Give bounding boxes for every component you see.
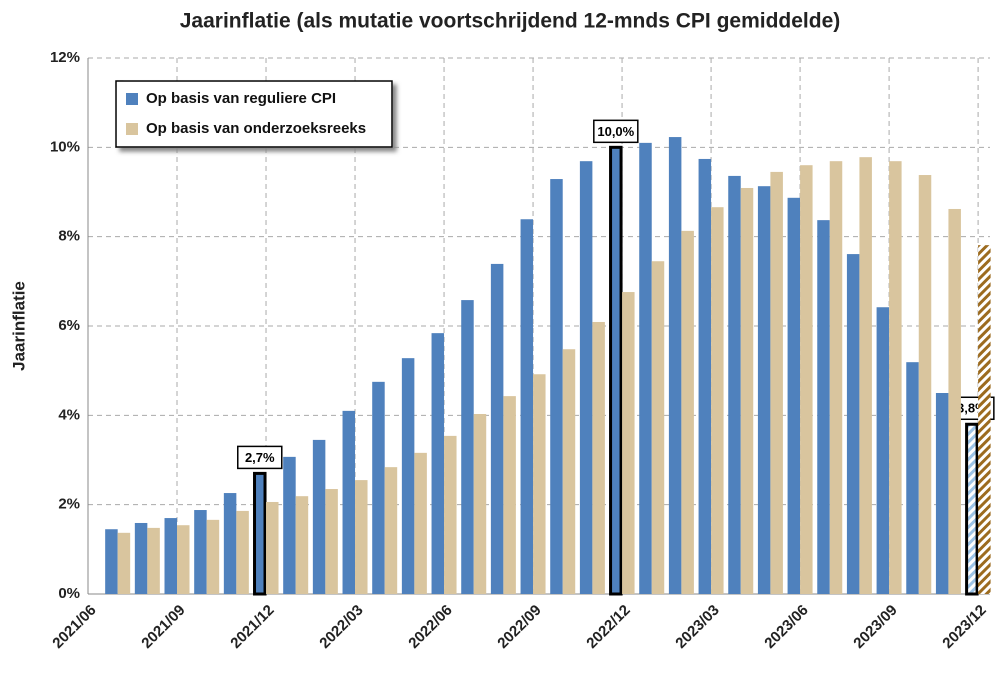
bar xyxy=(431,333,445,594)
bar xyxy=(372,381,385,594)
bar xyxy=(579,161,593,594)
bar xyxy=(711,207,724,595)
x-tick-label: 2022/06 xyxy=(405,602,455,652)
x-tick-label: 2023/12 xyxy=(939,602,989,652)
y-tick-label: 2% xyxy=(58,496,80,513)
bar xyxy=(889,161,902,594)
bar xyxy=(592,321,605,594)
bar xyxy=(787,197,801,594)
y-tick-label: 10% xyxy=(50,138,80,155)
bar xyxy=(876,307,890,594)
data-label: 10,0% xyxy=(597,124,634,139)
bar xyxy=(444,435,457,594)
x-tick-label: 2021/06 xyxy=(49,602,99,652)
bar xyxy=(295,496,309,594)
legend-box xyxy=(115,80,393,148)
bar xyxy=(325,489,338,594)
bar xyxy=(473,413,487,594)
y-tick-label: 12% xyxy=(50,49,80,66)
bar xyxy=(550,179,563,594)
bar xyxy=(609,145,623,596)
y-tick-label: 8% xyxy=(58,228,80,245)
bar xyxy=(668,137,682,594)
bar xyxy=(728,175,741,595)
bar xyxy=(384,467,398,594)
data-label: 2,7% xyxy=(245,450,275,465)
bar xyxy=(164,518,178,594)
bar xyxy=(906,362,919,594)
x-tick-label: 2021/12 xyxy=(227,602,277,652)
bar xyxy=(283,456,296,594)
data-label-box xyxy=(237,445,283,470)
bar xyxy=(770,171,783,594)
bar xyxy=(829,161,843,594)
y-tick-label: 0% xyxy=(58,585,80,602)
x-tick-label: 2022/09 xyxy=(494,602,544,652)
legend-swatch xyxy=(126,123,138,135)
bar xyxy=(800,165,813,594)
x-tick-label: 2023/06 xyxy=(761,602,811,652)
x-tick-label: 2022/03 xyxy=(316,602,366,652)
x-tick-label: 2023/09 xyxy=(850,602,900,652)
bar xyxy=(177,525,190,594)
y-tick-label: 4% xyxy=(58,406,80,423)
legend-swatch xyxy=(126,93,138,105)
bar xyxy=(978,245,991,595)
bar xyxy=(206,519,220,594)
chart-title: Jaarinflatie (als mutatie voortschrijden… xyxy=(180,10,841,33)
bar xyxy=(639,142,652,594)
bar xyxy=(253,471,267,596)
bar xyxy=(622,292,635,594)
bar xyxy=(401,358,415,594)
legend-label: Op basis van reguliere CPI xyxy=(146,90,336,107)
bar xyxy=(414,452,427,594)
bar xyxy=(740,187,754,595)
data-label-box xyxy=(593,119,639,144)
bar xyxy=(651,261,665,594)
bar xyxy=(859,157,872,594)
bar xyxy=(134,522,148,594)
bar xyxy=(698,158,712,595)
bar xyxy=(194,510,207,594)
x-tick-label: 2021/09 xyxy=(138,602,188,652)
bar xyxy=(757,186,771,594)
bar xyxy=(562,349,576,594)
bar xyxy=(461,300,474,594)
bar xyxy=(533,374,546,594)
bar xyxy=(520,219,534,594)
bar xyxy=(312,439,326,594)
bar xyxy=(236,510,249,594)
bar xyxy=(935,393,949,594)
y-tick-label: 6% xyxy=(58,317,80,334)
y-axis-title: Jaarinflatie xyxy=(9,281,28,371)
bar xyxy=(846,254,860,594)
bar xyxy=(681,230,694,595)
bar xyxy=(355,480,368,594)
x-tick-label: 2023/03 xyxy=(672,602,722,652)
bar xyxy=(266,501,279,594)
bar xyxy=(503,396,516,594)
bar xyxy=(490,263,504,594)
bar xyxy=(817,220,830,594)
bar xyxy=(117,532,131,594)
bar xyxy=(965,422,979,596)
bar xyxy=(948,208,961,594)
bar xyxy=(105,529,118,594)
bar xyxy=(342,410,356,594)
bar xyxy=(918,175,932,594)
legend-label: Op basis van onderzoeksreeks xyxy=(146,120,366,137)
x-tick-label: 2022/12 xyxy=(583,602,633,652)
bar xyxy=(147,527,160,594)
bar xyxy=(223,493,237,594)
